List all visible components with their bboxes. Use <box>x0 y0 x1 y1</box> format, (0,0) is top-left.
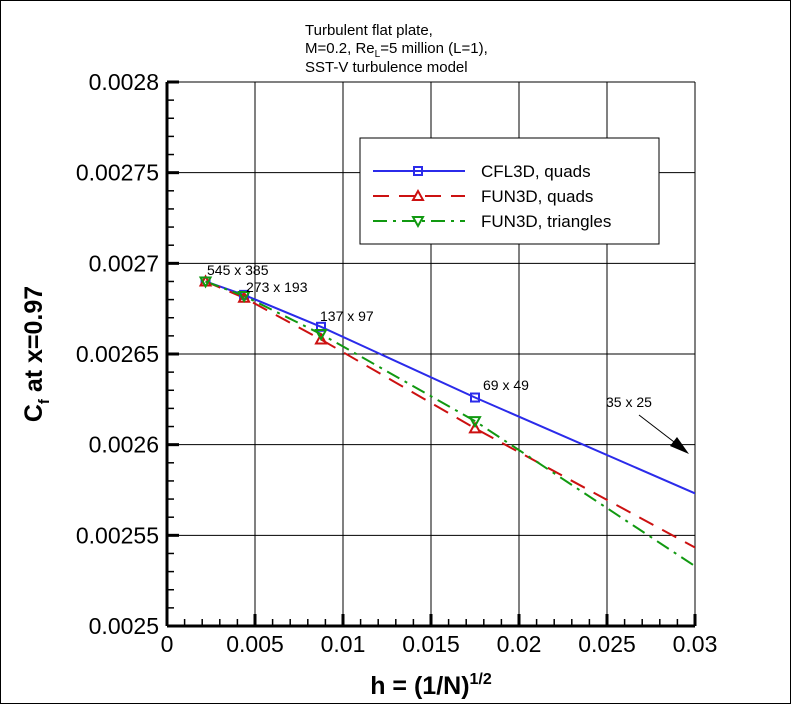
y-axis-label: Cf at x=0.97 <box>20 286 53 422</box>
y-tick-label: 0.0027 <box>89 250 159 276</box>
title-line-3: SST-V turbulence model <box>305 59 468 76</box>
markers <box>198 274 482 434</box>
y-tick-label: 0.00255 <box>76 522 159 548</box>
series-line-2 <box>205 280 695 568</box>
data-point-2-1 <box>237 290 251 304</box>
series-group <box>205 280 695 568</box>
y-axis-label-rest: at x=0.97 <box>20 286 48 399</box>
annotation-35x25: 35 x 25 <box>606 394 652 410</box>
annotations: 545 x 385 273 x 193 137 x 97 69 x 49 35 … <box>207 262 689 454</box>
y-tick-label: 0.0026 <box>89 432 159 458</box>
title-line-2: M=0.2, ReL=5 million (L=1), <box>305 40 488 60</box>
x-tick-label: 0.02 <box>497 631 542 657</box>
legend-marker-0 <box>413 166 423 176</box>
y-tick-label: 0.0025 <box>89 613 159 639</box>
data-point-1-3 <box>468 421 482 434</box>
annotation-273x193: 273 x 193 <box>246 279 308 295</box>
y-axis-label-sub: f <box>36 398 53 404</box>
data-point-0-3 <box>470 392 480 403</box>
legend-label-1: FUN3D, quads <box>481 187 593 206</box>
x-tick-label: 0.01 <box>321 631 366 657</box>
data-point-2-0 <box>198 276 213 289</box>
annotation-arrow-head <box>670 437 689 454</box>
data-point-2-3 <box>468 416 482 429</box>
annotation-69x49: 69 x 49 <box>483 377 529 393</box>
x-tick-label: 0.005 <box>226 631 284 657</box>
ticks: 0 0.005 0.01 0.015 0.02 0.025 0.03 0.0025 0.0025… <box>76 69 718 657</box>
y-tick-label: 0.00265 <box>76 341 159 367</box>
title-line-2b: =5 million (L=1), <box>380 40 488 57</box>
legend-marker-2 <box>411 216 425 229</box>
x-tick-label: 0.015 <box>402 631 460 657</box>
x-tick-label: 0.03 <box>673 631 718 657</box>
legend: CFL3D, quads FUN3D, quads FUN3D, triangles <box>359 137 660 245</box>
legend-label-0: CFL3D, quads <box>481 162 591 181</box>
legend-label-2: FUN3D, triangles <box>481 212 611 231</box>
title-sub: L <box>375 49 381 60</box>
title-line-2a: M=0.2, Re <box>305 40 375 57</box>
x-axis-label: h = (1/N)1/2 <box>370 671 492 700</box>
legend-box <box>359 137 660 245</box>
y-axis-label-main: C <box>20 404 48 422</box>
x-axis-label-sup: 1/2 <box>470 671 492 688</box>
title-line-1: Turbulent flat plate, <box>305 22 433 39</box>
x-axis-label-main: h = (1/N) <box>370 672 469 700</box>
y-tick-label: 0.00275 <box>76 160 159 186</box>
x-tick-label: 0.025 <box>578 631 636 657</box>
series-line-0 <box>205 280 695 495</box>
annotation-545x385: 545 x 385 <box>207 262 269 278</box>
x-tick-label: 0 <box>161 631 174 657</box>
data-point-1-2 <box>314 332 328 345</box>
y-tick-label: 0.0028 <box>89 69 159 95</box>
data-point-2-2 <box>314 329 328 342</box>
series-line-1 <box>205 280 695 549</box>
legend-marker-1 <box>411 188 425 201</box>
annotation-137x97: 137 x 97 <box>320 308 374 324</box>
annotation-arrow-line <box>638 414 679 446</box>
